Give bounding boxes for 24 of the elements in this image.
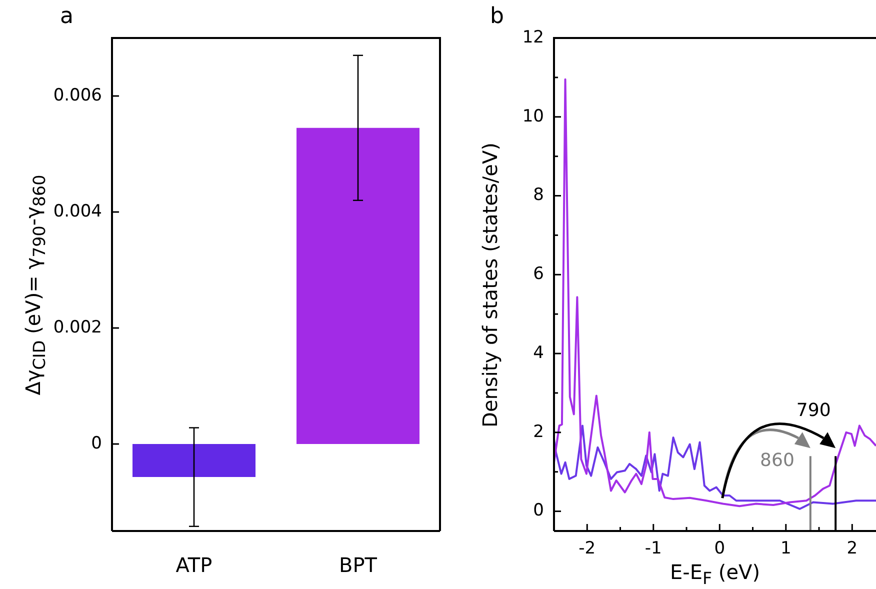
y-tick-label: 0.004 xyxy=(53,201,102,222)
y-tick-label: 2 xyxy=(533,422,544,442)
x-tick-label: BPT xyxy=(339,553,378,578)
x-tick-label: 2 xyxy=(846,538,858,559)
y-tick-label: 0 xyxy=(91,433,102,454)
y-tick-label: 8 xyxy=(533,185,544,206)
y-tick-label: 0.006 xyxy=(53,85,102,106)
x-tick-label: -1 xyxy=(644,538,662,559)
chart-title: a xyxy=(60,4,74,29)
x-tick-label: 0 xyxy=(714,538,726,559)
y-axis-title: Density of states (states/eV) xyxy=(478,142,502,427)
x-axis-title: E-E$_{F}$ (eV) xyxy=(670,560,760,588)
y-tick-label: 6 xyxy=(533,264,544,284)
x-tick-label: 1 xyxy=(780,538,792,559)
y-tick-label: 0 xyxy=(533,500,544,521)
y-tick-label: 0.002 xyxy=(53,317,102,338)
x-tick-label: -2 xyxy=(578,538,596,559)
annotation: 860 xyxy=(760,450,794,472)
x-tick-label: ATP xyxy=(176,553,212,578)
y-tick-label: 12 xyxy=(522,27,544,48)
annotation: 790 xyxy=(796,400,831,422)
y-tick-label: 10 xyxy=(522,106,544,126)
y-tick-label: 4 xyxy=(533,342,544,363)
chart-title: b xyxy=(490,4,504,29)
